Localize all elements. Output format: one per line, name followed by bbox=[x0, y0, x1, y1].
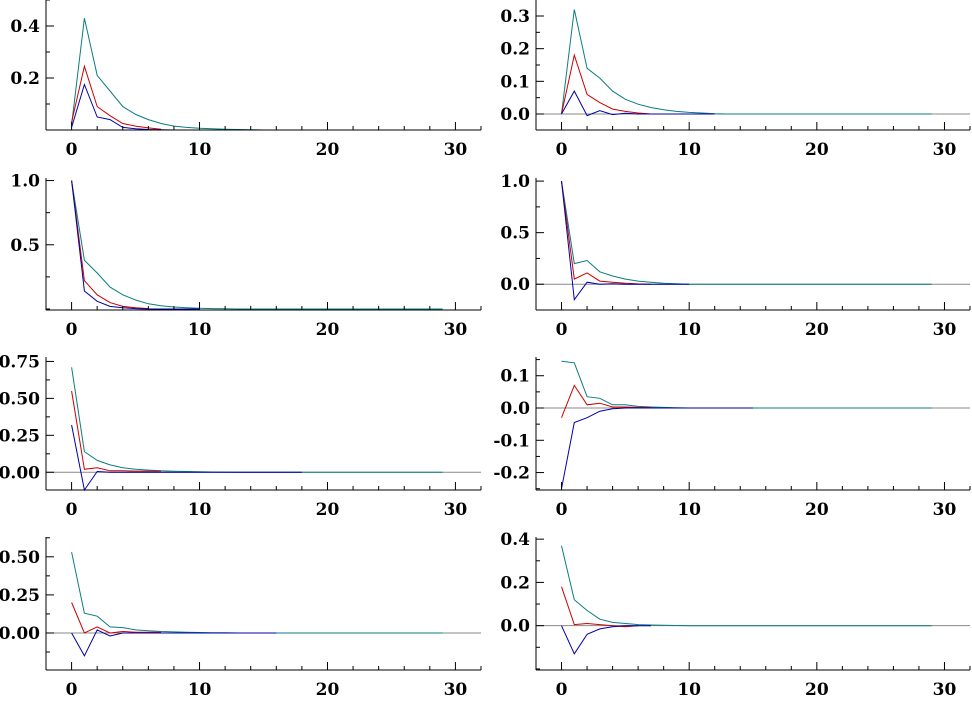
x-tick-label: 20 bbox=[316, 140, 340, 160]
y-tick-label: 0.25 bbox=[0, 586, 40, 606]
subplot-7: 0 10 20 30 0.00 0.25 0.50 bbox=[0, 537, 482, 700]
series-line-red bbox=[561, 586, 639, 628]
x-tick-label: 20 bbox=[805, 680, 829, 700]
y-tick-label: 0.0 bbox=[500, 399, 530, 419]
x-tick-label: 10 bbox=[188, 320, 212, 340]
x-tick-label: 10 bbox=[677, 500, 701, 520]
x-tick-label: 20 bbox=[316, 680, 340, 700]
series-line-red bbox=[561, 384, 651, 418]
x-tick-label: 20 bbox=[805, 500, 829, 520]
y-tick-label: 0.25 bbox=[0, 426, 40, 446]
x-tick-label: 0 bbox=[556, 320, 568, 340]
y-tick-label: 0.3 bbox=[500, 7, 530, 27]
subplot-5: 0 10 20 30 0.00 0.25 0.50 0.75 bbox=[0, 352, 482, 520]
series-line-teal bbox=[71, 180, 443, 310]
y-tick-label: 0.5 bbox=[500, 224, 530, 244]
x-tick-label: 10 bbox=[677, 680, 701, 700]
series-line-teal bbox=[561, 181, 932, 285]
x-tick-label: 20 bbox=[316, 320, 340, 340]
x-tick-label: 0 bbox=[66, 320, 78, 340]
x-tick-label: 20 bbox=[316, 500, 340, 520]
x-tick-label: 10 bbox=[677, 320, 701, 340]
subplot-2: 0 10 20 30 0.0 0.1 0.2 0.3 bbox=[500, 0, 971, 160]
y-tick-label: 0.2 bbox=[10, 69, 40, 89]
y-tick-label: 0.4 bbox=[500, 530, 530, 550]
series-line-red bbox=[71, 64, 162, 130]
series-line-blue bbox=[71, 82, 264, 131]
y-tick-label: -0.2 bbox=[493, 464, 530, 484]
series-line-red bbox=[71, 180, 149, 310]
series-line-red bbox=[71, 602, 162, 634]
series-line-blue bbox=[71, 180, 200, 310]
y-tick-label: 0.5 bbox=[10, 236, 40, 256]
x-tick-label: 30 bbox=[933, 320, 957, 340]
y-tick-label: 0.2 bbox=[500, 40, 530, 60]
series-line-red bbox=[561, 181, 651, 285]
subplot-6: 0 10 20 30 -0.2 -0.1 0.0 0.1 bbox=[493, 357, 971, 520]
series-line-teal bbox=[561, 545, 932, 627]
y-tick-label: 0.50 bbox=[0, 389, 40, 409]
y-tick-label: 1.0 bbox=[500, 172, 530, 192]
x-tick-label: 30 bbox=[933, 140, 957, 160]
y-tick-label: 0.1 bbox=[500, 72, 530, 92]
x-tick-label: 30 bbox=[444, 320, 468, 340]
y-tick-label: 0.00 bbox=[0, 463, 40, 483]
x-tick-label: 0 bbox=[556, 500, 568, 520]
y-tick-label: 0.0 bbox=[500, 617, 530, 637]
series-line-teal bbox=[71, 552, 443, 634]
x-tick-label: 30 bbox=[933, 680, 957, 700]
series-line-blue bbox=[71, 424, 302, 492]
x-tick-label: 30 bbox=[444, 680, 468, 700]
y-tick-label: 0.0 bbox=[500, 105, 530, 125]
y-tick-label: 1.0 bbox=[10, 172, 40, 192]
y-tick-label: 0.75 bbox=[0, 352, 40, 372]
x-tick-label: 30 bbox=[933, 500, 957, 520]
x-tick-label: 0 bbox=[66, 500, 78, 520]
series-line-teal bbox=[561, 360, 932, 409]
series-line-red bbox=[71, 390, 162, 472]
subplot-3: 0 10 20 30 0.5 1.0 bbox=[10, 172, 482, 340]
subplot-4: 0 10 20 30 0.0 0.5 1.0 bbox=[500, 172, 971, 340]
x-tick-label: 20 bbox=[805, 140, 829, 160]
x-tick-label: 30 bbox=[444, 500, 468, 520]
series-line-blue bbox=[561, 181, 690, 302]
x-tick-label: 0 bbox=[556, 140, 568, 160]
series-line-blue bbox=[561, 407, 753, 489]
series-line-blue bbox=[561, 625, 651, 655]
series-line-blue bbox=[71, 629, 277, 657]
x-tick-label: 10 bbox=[188, 140, 212, 160]
series-line-red bbox=[561, 53, 651, 115]
y-tick-label: 0.2 bbox=[500, 573, 530, 593]
y-tick-label: -0.1 bbox=[493, 431, 530, 451]
x-tick-label: 0 bbox=[66, 680, 78, 700]
y-tick-label: 0.0 bbox=[500, 275, 530, 295]
series-line-teal bbox=[71, 367, 443, 473]
y-tick-label: 0.50 bbox=[0, 548, 40, 568]
subplot-8: 0 10 20 30 0.0 0.2 0.4 bbox=[500, 530, 971, 700]
subplot-1: 0 10 20 30 0.2 0.4 bbox=[10, 0, 482, 160]
x-tick-label: 30 bbox=[444, 140, 468, 160]
series-line-teal bbox=[561, 9, 932, 115]
x-tick-label: 10 bbox=[188, 500, 212, 520]
x-tick-label: 0 bbox=[66, 140, 78, 160]
y-tick-label: 0.00 bbox=[0, 624, 40, 644]
x-tick-label: 10 bbox=[677, 140, 701, 160]
y-tick-label: 0.1 bbox=[500, 367, 530, 387]
x-tick-label: 10 bbox=[188, 680, 212, 700]
series-line-teal bbox=[71, 18, 443, 131]
series-line-blue bbox=[561, 90, 715, 117]
x-tick-label: 0 bbox=[556, 680, 568, 700]
x-tick-label: 20 bbox=[805, 320, 829, 340]
y-tick-label: 0.4 bbox=[10, 17, 40, 37]
